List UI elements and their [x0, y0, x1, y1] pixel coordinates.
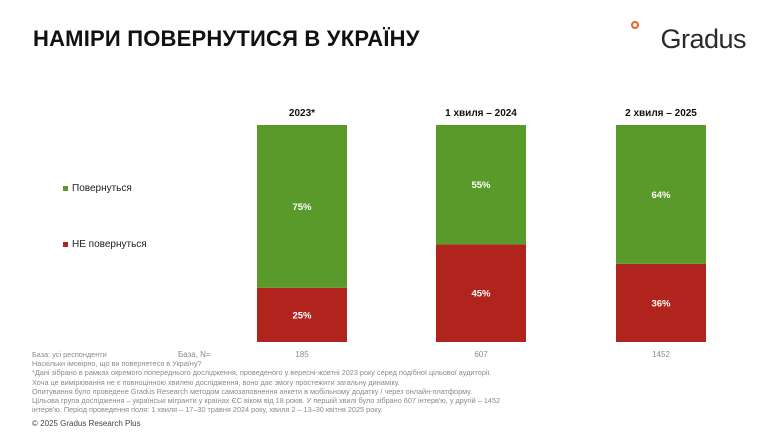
page-title: НАМІРИ ПОВЕРНУТИСЯ В УКРАЇНУ	[33, 26, 420, 51]
footnote-line: Цільова група дослідження – українські м…	[32, 396, 501, 406]
bar-segment-not-return	[436, 244, 526, 342]
legend-swatch-return	[63, 186, 68, 191]
footnote-line: інтерв'ю. Період проведення поля: 1 хвил…	[32, 405, 383, 415]
data-label: 55%	[471, 180, 491, 191]
category-label: 1 хвиля – 2024	[445, 108, 517, 119]
footnote-line: *Дані зібрано в рамках окремого попередн…	[32, 368, 492, 378]
data-label: 64%	[651, 190, 671, 201]
legend-item-return: Повернуться	[63, 183, 132, 194]
bar-segment-return	[616, 125, 706, 264]
logo-dot-icon	[631, 21, 639, 29]
base-value-2024: 607	[474, 350, 488, 359]
legend-label-return: Повернуться	[72, 183, 132, 194]
data-label: 45%	[471, 289, 491, 300]
footnote-line: База: усі респонденти	[32, 350, 107, 359]
category-label: 2 хвиля – 2025	[625, 108, 697, 119]
data-label: 75%	[292, 202, 312, 213]
gradus-logo: Gradus	[626, 18, 746, 58]
bar-segment-return	[257, 125, 347, 288]
bar-segment-not-return	[616, 263, 706, 342]
data-label: 25%	[292, 310, 312, 321]
copyright: © 2025 Gradus Research Plus	[32, 419, 141, 428]
base-value-2023: 185	[295, 350, 309, 359]
legend-swatch-not-return	[63, 242, 68, 247]
category-label: 2023*	[289, 108, 315, 119]
legend-item-not-return: НЕ повернуться	[63, 239, 147, 250]
footnotes: База: усі респонденти Наскільки імовірно…	[32, 350, 532, 414]
data-label: 36%	[651, 298, 671, 309]
base-value-2025: 1452	[652, 350, 670, 359]
logo-text: Gradus	[660, 24, 746, 54]
bar-segment-not-return	[257, 287, 347, 342]
footnote-line: Наскільки імовірно, що ви повернетеся в …	[32, 359, 202, 369]
legend-label-not-return: НЕ повернуться	[72, 239, 147, 250]
bar-segment-return	[436, 125, 526, 245]
footnote-line: Опитування було проведене Gradus Researc…	[32, 386, 473, 396]
footnote-line: Хоча це вимірювання не є повноцінною хви…	[32, 377, 400, 387]
base-label: База, N=	[178, 350, 211, 359]
